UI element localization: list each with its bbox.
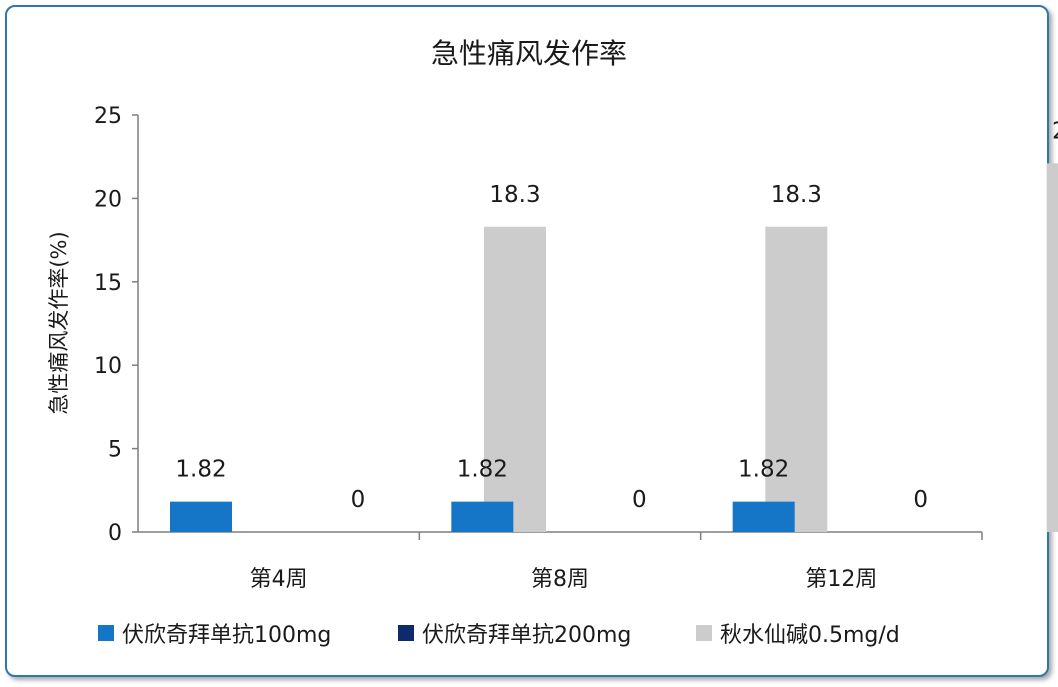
y-tick-label: 15 [94, 271, 122, 296]
y-tick-label: 10 [94, 354, 122, 379]
y-tick-label: 25 [94, 104, 122, 129]
bar-series-3 [484, 226, 546, 533]
legend-swatch-series-2 [398, 625, 414, 641]
data-label-series-1: 1.82 [738, 457, 789, 483]
legend-swatch-series-3 [696, 625, 712, 641]
data-label-series-2: 0 [913, 487, 928, 513]
bar-series-3 [765, 226, 828, 533]
bar-series-3 [1046, 163, 1058, 532]
bar-series-1 [451, 501, 514, 532]
legend-label-series-1: 伏欣奇拜单抗100mg [122, 623, 332, 648]
bar-series-1 [732, 501, 795, 532]
legend-label-series-3: 秋水仙碱0.5mg/d [720, 623, 900, 648]
y-tick-label: 0 [108, 521, 122, 546]
legend-item-series-2: 伏欣奇拜单抗200mg [398, 617, 631, 649]
y-tick-label: 20 [94, 187, 122, 212]
legend: 伏欣奇拜单抗100mg 伏欣奇拜单抗200mg 秋水仙碱0.5mg/d [0, 617, 1058, 653]
data-label-series-1: 1.82 [457, 457, 508, 483]
data-label-series-2: 0 [351, 487, 366, 513]
legend-swatch-series-1 [98, 625, 114, 641]
legend-label-series-2: 伏欣奇拜单抗200mg [422, 623, 632, 648]
chart-title: 急性痛风发作率 [430, 37, 627, 70]
data-label-series-3: 22.1 [1052, 118, 1058, 144]
x-tick-label: 第12周 [805, 567, 877, 592]
x-tick-label: 第8周 [531, 567, 589, 592]
data-label-series-3: 18.3 [489, 182, 540, 208]
bar-series-1 [170, 501, 232, 532]
x-tick-label: 第4周 [250, 567, 308, 592]
data-label-series-2: 0 [632, 487, 647, 513]
data-label-series-1: 1.82 [175, 457, 226, 483]
legend-item-series-3: 秋水仙碱0.5mg/d [696, 617, 900, 649]
legend-item-series-1: 伏欣奇拜单抗100mg [98, 617, 331, 649]
y-tick-label: 5 [108, 438, 122, 463]
data-label-series-3: 18.3 [771, 182, 822, 208]
